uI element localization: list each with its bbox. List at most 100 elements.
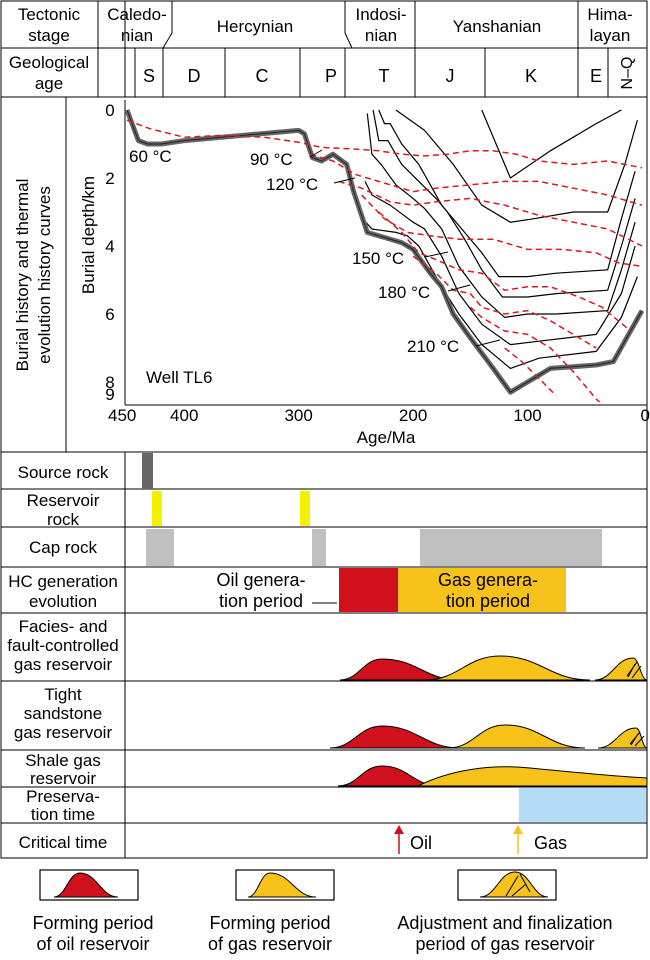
row-label-reservoir-rock: Reservoir [27, 491, 100, 510]
period-name: D [188, 66, 201, 86]
x-tick-label: 100 [513, 406, 541, 425]
row-label-preservation: Preserva- [26, 787, 100, 806]
isotherm-curve [361, 194, 643, 268]
gas-generation-text: Gas genera- [438, 570, 538, 590]
gas-reservoir-hump [447, 724, 586, 749]
row-label-shale-gas: reservoir [30, 769, 96, 788]
isotherm-label: 90 °C [250, 150, 293, 169]
tectonic-stage-name: Hima- [587, 5, 632, 24]
gas-generation-bar [398, 568, 566, 612]
y-tick-label: 9 [105, 385, 114, 404]
period-name: E [590, 66, 602, 86]
tectonic-stage-name: nian [121, 26, 153, 45]
legend-label: Forming period [32, 913, 153, 933]
oil-critical-arrowhead [394, 825, 404, 834]
gas-adjustment-hump [597, 727, 648, 749]
gas-adjustment-hump-fracture [629, 731, 645, 747]
burial-side-label: evolution history curves [35, 186, 54, 364]
oil-critical-label: Oil [410, 833, 432, 853]
cap-rock-bar [420, 529, 602, 566]
isotherm-curve [469, 306, 601, 402]
isotherm-curve [309, 153, 643, 206]
y-tick-label: 4 [105, 237, 114, 256]
burial-layer-curve [362, 218, 638, 370]
row-label-facies-fault: fault-controlled [7, 636, 119, 655]
legend-label: Forming period [209, 913, 330, 933]
tectonic-stage-label: Tectonic [18, 5, 81, 24]
gas-reservoir-hump [424, 655, 591, 681]
main-burial-curve-core [126, 109, 643, 393]
isotherm-leader [333, 177, 356, 184]
burial-layer-curve [364, 181, 636, 346]
row-label-facies-fault: gas reservoir [14, 655, 113, 674]
tectonic-stage-name: Hercynian [217, 17, 294, 36]
y-tick-label: 8 [105, 373, 114, 392]
x-tick-label: 0 [641, 406, 650, 425]
x-tick-label: 450 [108, 406, 136, 425]
gas-adjustment-hump-fracture [626, 661, 642, 679]
isotherm-curve [126, 119, 643, 169]
cap-rock-bar [146, 529, 174, 566]
legend-label: of gas reservoir [208, 934, 332, 954]
reservoir-rock-bar [152, 491, 162, 526]
tectonic-stage-name: layan [590, 26, 631, 45]
row-label-reservoir-rock: rock [47, 510, 80, 529]
isotherm-label: 150 °C [352, 249, 404, 268]
row-label-shale-gas: Shale gas [25, 751, 101, 770]
row-label-tight-sandstone: Tight [44, 685, 81, 704]
y-tick-label: 6 [105, 305, 114, 324]
oil-generation-text: tion period [219, 591, 303, 611]
x-tick-label: 400 [170, 406, 198, 425]
burial-layer-curve [481, 109, 622, 179]
y-tick-label: 2 [105, 169, 114, 188]
gas-critical-arrowhead [513, 825, 523, 834]
row-label-preservation: tion time [31, 805, 95, 824]
row-label-facies-fault: Facies- and [19, 617, 108, 636]
isotherm-label: 120 °C [266, 175, 318, 194]
isotherm-leader [475, 339, 501, 347]
isotherm-label: 210 °C [407, 337, 459, 356]
row-label-tight-sandstone: gas reservoir [14, 723, 113, 742]
legend-adjustment-hump [479, 871, 549, 898]
isotherm-curve [378, 211, 632, 332]
legend-label: period of gas reservoir [415, 934, 594, 954]
tectonic-stage-name: Indosi- [355, 5, 406, 24]
period-name: C [256, 66, 269, 86]
tectonic-stage-name: Yanshanian [453, 17, 542, 36]
y-axis-label: Burial depth/km [79, 176, 98, 294]
isotherm-curve [338, 180, 643, 247]
shale-gas-reservoir-area [417, 766, 648, 787]
period-name: K [525, 66, 537, 86]
x-axis-label: Age/Ma [357, 428, 416, 447]
isotherm-leader [447, 284, 471, 292]
oil-generation-text: Oil genera- [216, 570, 305, 590]
period-name: P [325, 66, 337, 86]
y-tick-label: 0 [105, 101, 114, 120]
gas-generation-text: tion period [446, 591, 530, 611]
preservation-bar [519, 788, 646, 822]
burial-layer-curve [366, 113, 636, 319]
legend-gas-hump [247, 872, 317, 898]
burial-history-plot: Burial history and thermal evolution hist… [13, 100, 650, 447]
row-label-hc-generation: evolution [29, 592, 97, 611]
gas-critical-label: Gas [534, 833, 567, 853]
stage-boundary [162, 1, 173, 49]
period-name: T [379, 66, 390, 86]
header: Tectonic stage Geological age Caledo-nian Her… [9, 1, 636, 97]
legend-adjustment-fracture [505, 873, 531, 897]
row-label-tight-sandstone: sandstone [24, 704, 102, 723]
burial-layer-curve [378, 109, 636, 278]
legend-oil-hump [53, 872, 119, 898]
oil-reservoir-hump [339, 658, 461, 681]
reservoir-rock-bar [300, 491, 310, 526]
row-label-source-rock: Source rock [18, 463, 109, 482]
period-name: S [143, 66, 155, 86]
legend-label: Adjustment and finalization [397, 913, 612, 933]
geological-age-label: Geological [9, 53, 89, 72]
source-rock-bar [142, 453, 153, 489]
row-label-cap-rock: Cap rock [29, 538, 98, 557]
tectonic-stage-name: nian [365, 26, 397, 45]
